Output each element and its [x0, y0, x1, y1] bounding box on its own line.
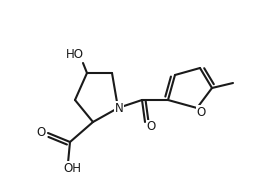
Text: N: N — [115, 102, 123, 115]
Text: O: O — [146, 121, 156, 134]
Text: OH: OH — [63, 161, 81, 174]
Text: O: O — [196, 106, 206, 119]
Text: HO: HO — [66, 49, 84, 62]
Text: O: O — [36, 127, 46, 140]
